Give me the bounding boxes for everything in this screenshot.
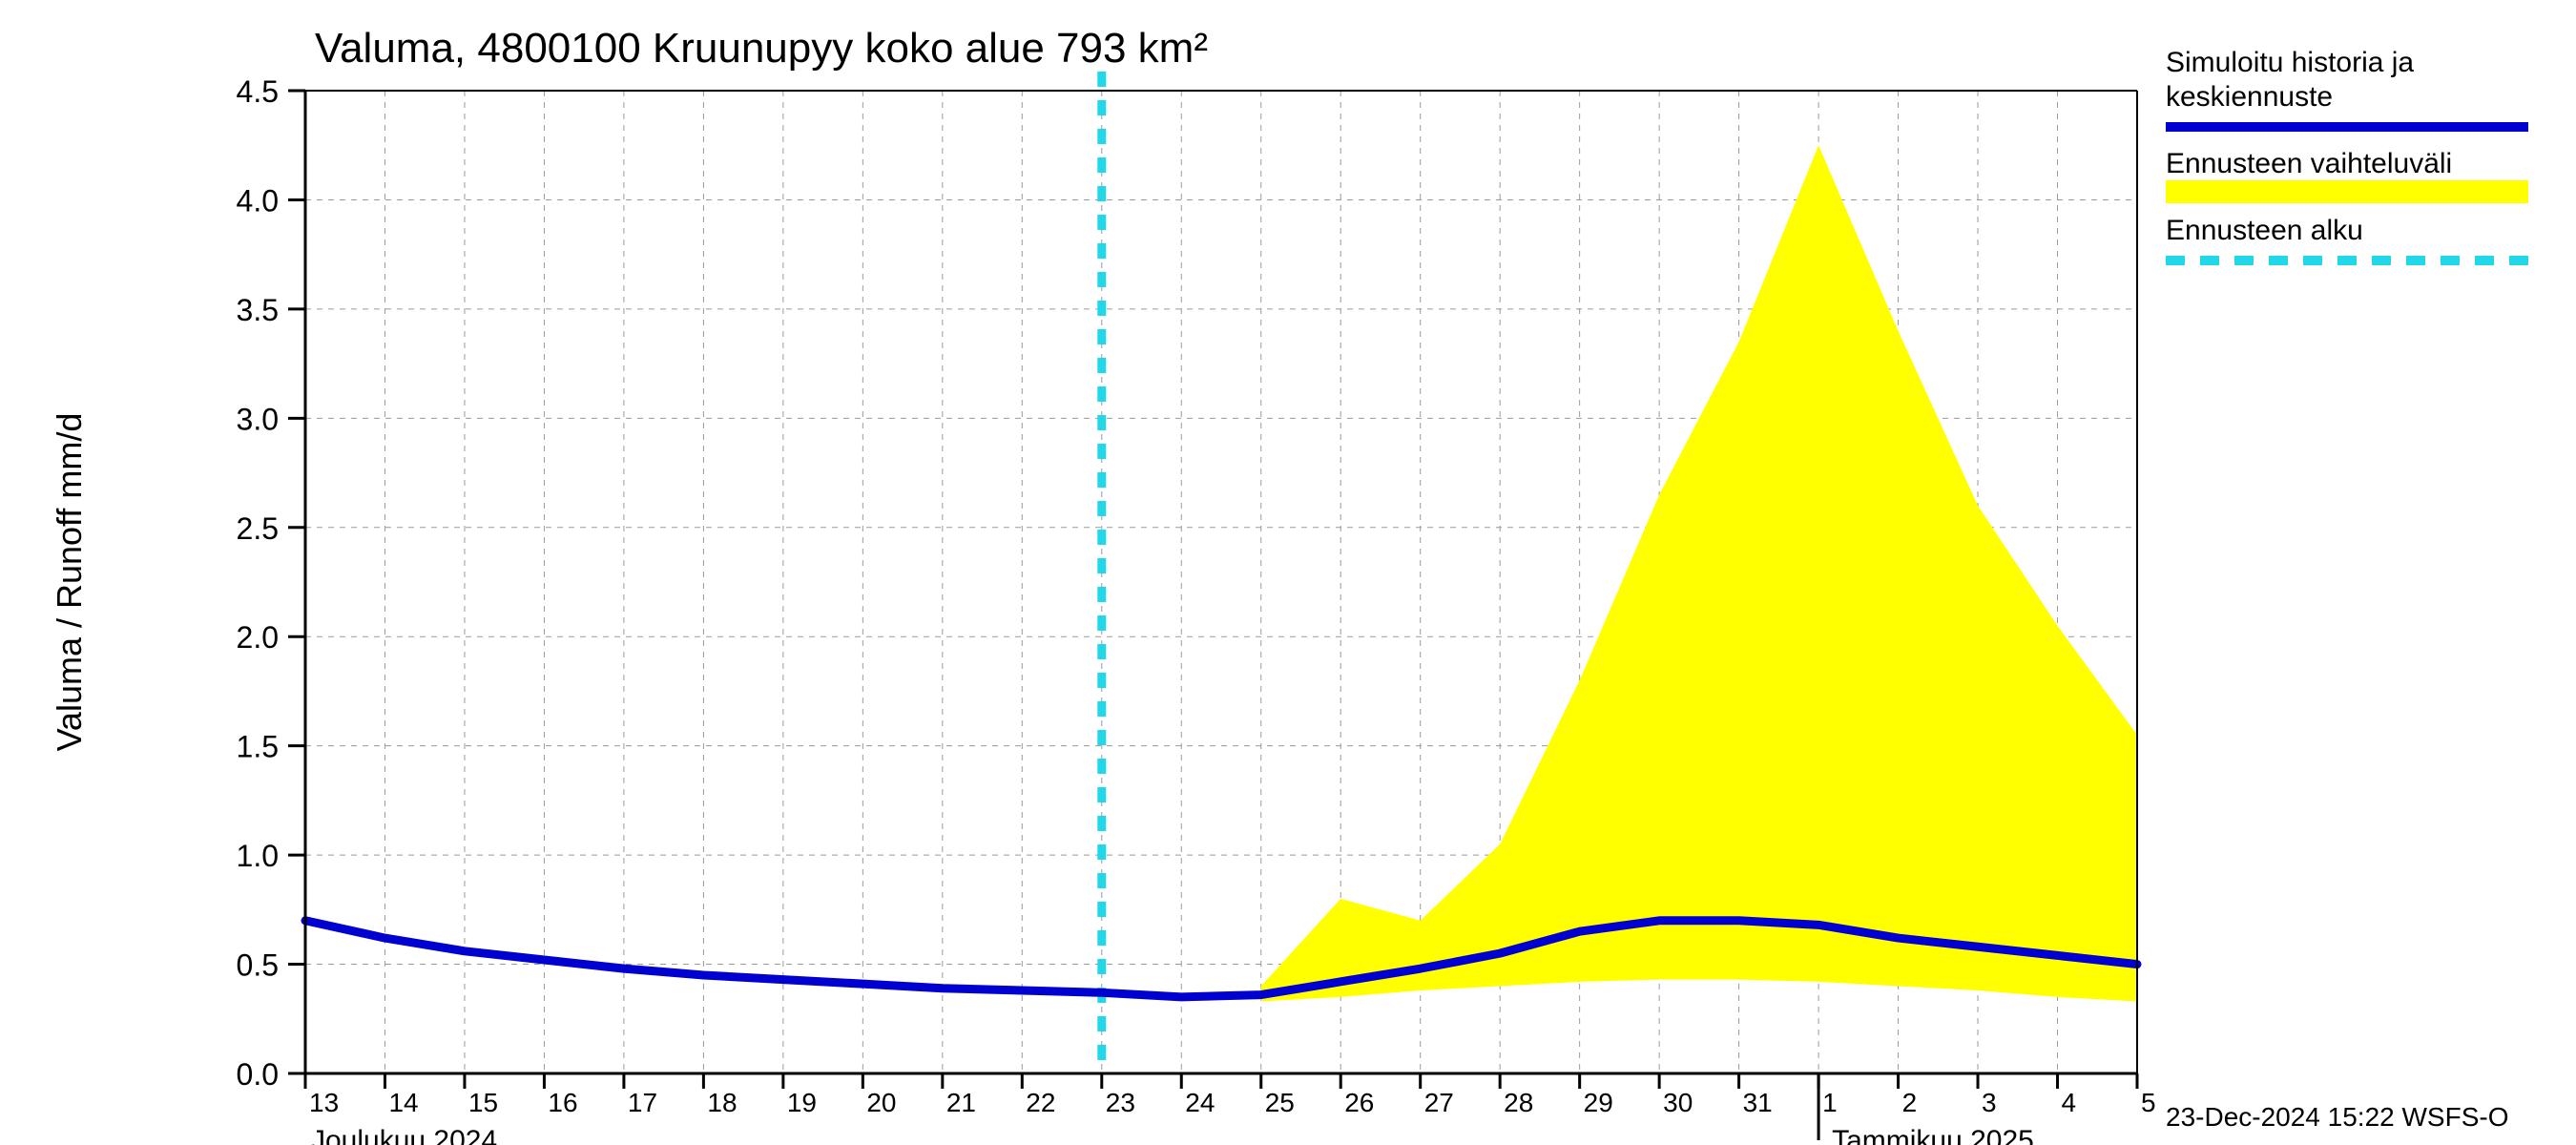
svg-text:3.5: 3.5: [237, 293, 279, 327]
svg-text:29: 29: [1584, 1088, 1613, 1117]
svg-text:Simuloitu historia ja: Simuloitu historia ja: [2166, 47, 2414, 78]
y-axis-label: Valuma / Runoff mm/d: [50, 413, 89, 752]
chart-title: Valuma, 4800100 Kruunupyy koko alue 793 …: [315, 25, 1208, 72]
svg-text:4.5: 4.5: [237, 74, 279, 109]
svg-text:5: 5: [2141, 1088, 2156, 1117]
month-label-left-1: Joulukuu 2024: [311, 1125, 497, 1145]
svg-text:keskiennuste: keskiennuste: [2166, 81, 2333, 113]
svg-text:4.0: 4.0: [237, 183, 279, 218]
svg-text:2.5: 2.5: [237, 511, 279, 546]
svg-text:23: 23: [1106, 1088, 1135, 1117]
svg-text:17: 17: [628, 1088, 657, 1117]
svg-text:1.0: 1.0: [237, 839, 279, 873]
svg-text:21: 21: [946, 1088, 976, 1117]
svg-text:20: 20: [866, 1088, 896, 1117]
svg-text:Ennusteen vaihteluväli: Ennusteen vaihteluväli: [2166, 148, 2452, 179]
svg-text:22: 22: [1026, 1088, 1055, 1117]
svg-text:1.5: 1.5: [237, 730, 279, 764]
svg-text:2: 2: [1902, 1088, 1918, 1117]
svg-text:1: 1: [1822, 1088, 1838, 1117]
svg-text:31: 31: [1743, 1088, 1773, 1117]
legend-swatch-sample: [2166, 180, 2528, 203]
svg-text:24: 24: [1185, 1088, 1215, 1117]
svg-text:2.0: 2.0: [237, 620, 279, 655]
svg-text:16: 16: [548, 1088, 577, 1117]
svg-text:Ennusteen alku: Ennusteen alku: [2166, 215, 2363, 246]
svg-text:0.5: 0.5: [237, 948, 279, 983]
svg-text:3.0: 3.0: [237, 402, 279, 436]
svg-text:30: 30: [1663, 1088, 1693, 1117]
svg-text:0.0: 0.0: [237, 1057, 279, 1092]
svg-text:26: 26: [1344, 1088, 1374, 1117]
chart-container: 0.00.51.01.52.02.53.03.54.04.51314151617…: [0, 0, 2576, 1145]
svg-text:28: 28: [1504, 1088, 1533, 1117]
svg-text:3: 3: [1982, 1088, 1997, 1117]
month-label-right-1: Tammikuu 2025: [1832, 1125, 2034, 1145]
svg-text:18: 18: [707, 1088, 737, 1117]
svg-text:14: 14: [388, 1088, 418, 1117]
svg-text:19: 19: [787, 1088, 817, 1117]
svg-text:25: 25: [1265, 1088, 1295, 1117]
svg-text:4: 4: [2062, 1088, 2077, 1117]
svg-text:13: 13: [309, 1088, 339, 1117]
runoff-chart: 0.00.51.01.52.02.53.03.54.04.51314151617…: [0, 0, 2576, 1145]
svg-text:15: 15: [468, 1088, 498, 1117]
svg-text:27: 27: [1424, 1088, 1454, 1117]
footer-timestamp: 23-Dec-2024 15:22 WSFS-O: [2166, 1102, 2509, 1132]
